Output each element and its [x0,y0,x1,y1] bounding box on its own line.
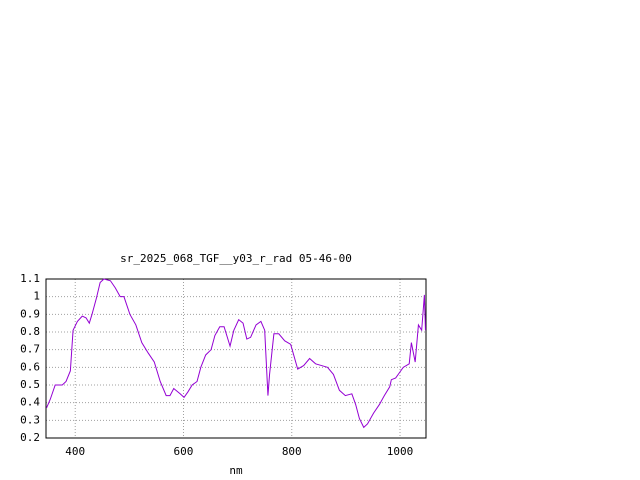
y-tick-label: 0.8 [20,325,40,338]
chart-title: sr_2025_068_TGF__y03_r_rad 05-46-00 [120,252,352,265]
y-tick-label: 0.9 [20,307,40,320]
y-tick-label: 0.7 [20,343,40,356]
x-tick-label: 600 [174,445,194,458]
y-tick-label: 0.5 [20,378,40,391]
x-tick-label: 400 [65,445,85,458]
x-axis-label: nm [229,464,243,477]
plot-border [45,278,427,439]
x-tick-label: 1000 [387,445,414,458]
y-tick-label: 1.1 [20,272,40,285]
y-tick-label: 0.4 [20,396,40,409]
x-tick-label: 800 [282,445,302,458]
data-line [46,278,426,429]
y-tick-label: 0.2 [20,431,40,444]
y-tick-label: 0.3 [20,413,40,426]
y-tick-label: 1 [33,290,40,303]
y-tick-label: 0.6 [20,360,40,373]
